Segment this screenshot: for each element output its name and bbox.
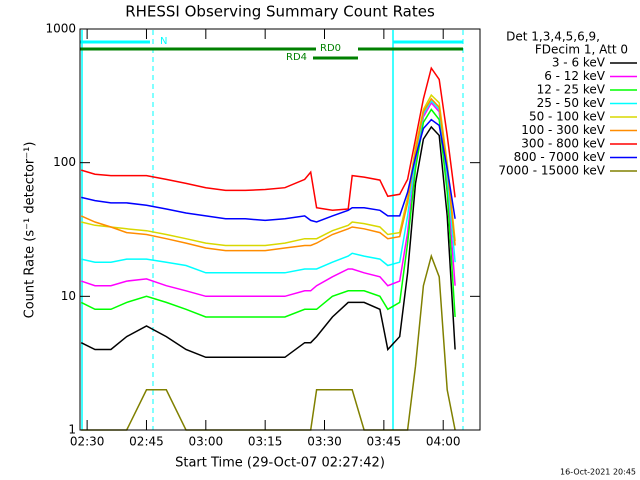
x-tick-label: 03:15 [248, 435, 283, 449]
footer: 16-Oct-2021 20:45 [560, 468, 636, 477]
plot-area [80, 66, 456, 431]
chart-title: RHESSI Observing Summary Count Rates [125, 3, 435, 21]
annotation: N [160, 36, 167, 47]
annotation: RD4 [286, 52, 307, 63]
legend-label: 7000 - 15000 keV [498, 164, 605, 178]
series-line [81, 118, 456, 223]
x-tick-label: 03:00 [189, 435, 224, 449]
y-axis-label: Count Rate (s⁻¹ detector⁻¹) [23, 142, 38, 319]
legend-label: 300 - 800 keV [521, 137, 605, 151]
legend-label: 25 - 50 keV [537, 96, 606, 110]
legend-label: 3 - 6 keV [552, 56, 606, 70]
x-axis-label: Start Time (29-Oct-07 02:27:42) [175, 456, 385, 471]
x-tick-label: 04:00 [426, 435, 461, 449]
y-tick-label: 1000 [45, 22, 76, 36]
x-tick-label: 03:45 [367, 435, 402, 449]
series-line [81, 253, 456, 431]
legend-label: 100 - 300 keV [521, 123, 605, 137]
x-tick-label: 03:30 [307, 435, 342, 449]
series-line [81, 99, 456, 274]
annotation: RD0 [320, 43, 341, 54]
series-line [80, 125, 456, 359]
x-tick-label: 02:45 [129, 435, 164, 449]
legend-label: 50 - 100 keV [529, 110, 606, 124]
series-line [80, 108, 456, 318]
legend-header: Det 1,3,4,5,6,9, [506, 30, 600, 44]
y-tick-label: 10 [61, 289, 76, 303]
legend-label: 6 - 12 keV [544, 69, 606, 83]
axes-frame [79, 28, 481, 431]
series-line [80, 97, 456, 252]
x-tick-label: 02:30 [70, 435, 105, 449]
series-line [81, 93, 456, 247]
series-line [80, 66, 456, 212]
y-tick-label: 100 [53, 155, 76, 169]
legend-label: 12 - 25 keV [537, 83, 606, 97]
legend-label: 800 - 7000 keV [514, 150, 606, 164]
legend-header: FDecim 1, Att 0 [535, 43, 628, 57]
y-tick-label: 1 [68, 423, 76, 437]
